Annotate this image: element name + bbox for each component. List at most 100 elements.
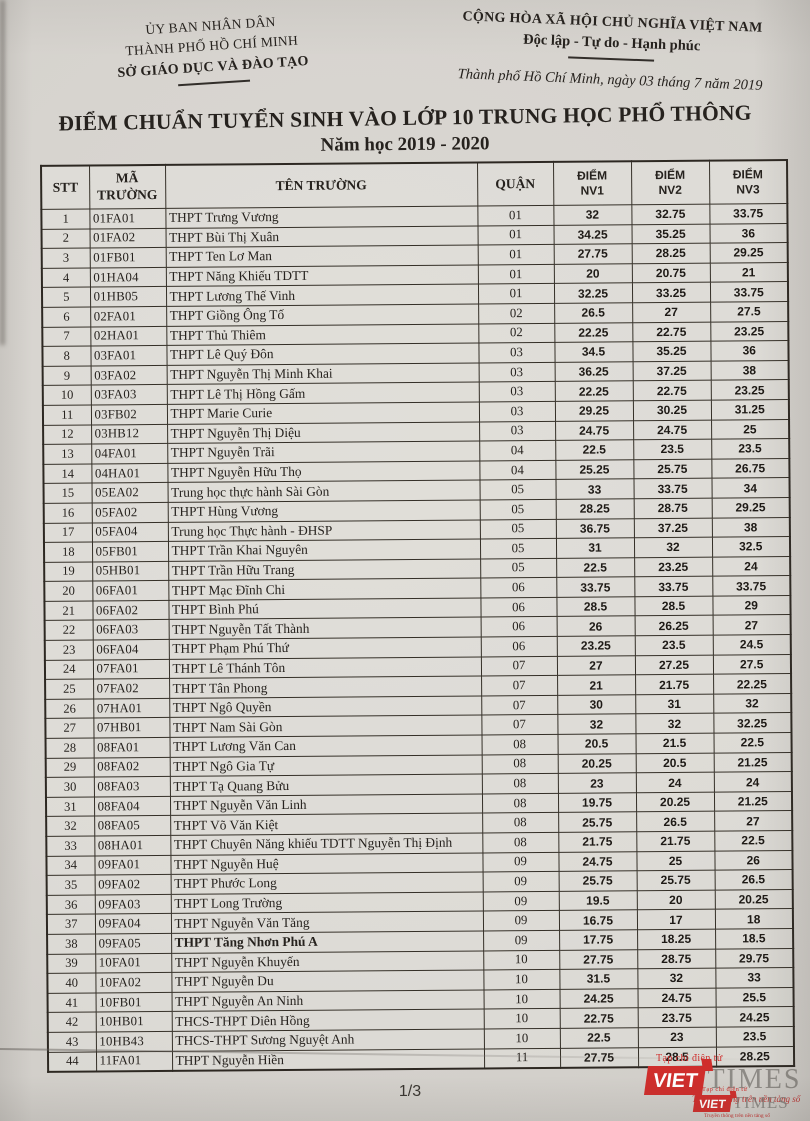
cell-school-code: 01FA02 (89, 228, 166, 249)
cell-school-name: Trung học thực hành Sài Gòn (167, 480, 480, 503)
cell-nv1-score: 16.75 (558, 910, 638, 931)
cell-nv3-score: 25 (711, 419, 790, 440)
cell-school-code: 01HA04 (89, 267, 166, 288)
header-district: QUẬN (477, 161, 554, 206)
cell-school-name: THPT Ngô Gia Tự (169, 754, 482, 777)
cell-district: 10 (483, 1008, 560, 1029)
cell-district: 10 (483, 949, 560, 971)
cell-nv3-score: 24.25 (715, 1006, 794, 1028)
header-row: STT MÃ TRƯỜNG TÊN TRƯỜNG QUẬN ĐIỂM NV1 Đ… (41, 160, 788, 210)
cell-district: 03 (478, 401, 556, 422)
cell-school-code: 05HB01 (92, 561, 169, 582)
cell-nv2-score: 35.25 (631, 223, 710, 244)
header-school-code: MÃ TRƯỜNG (89, 164, 166, 210)
cell-school-name: THPT Trần Khai Nguyên (167, 539, 481, 562)
cell-nv1-score: 20 (553, 263, 632, 284)
cell-nv2-score: 20.25 (635, 791, 715, 813)
cell-school-code: 04HA01 (91, 463, 168, 484)
cell-district: 07 (481, 714, 558, 735)
cell-nv3-score: 24 (713, 771, 792, 792)
cell-school-code: 10FA01 (95, 952, 172, 974)
cell-school-code: 06FA02 (92, 600, 169, 621)
cell-nv3-score: 38 (711, 517, 790, 538)
cell-nv3-score: 26.5 (714, 869, 793, 890)
cell-nv3-score: 34 (711, 477, 790, 499)
cell-school-code: 10HB01 (95, 1011, 172, 1032)
cell-school-code: 02FA01 (90, 306, 167, 327)
viettimes-logo-viet: VIET (643, 1065, 707, 1095)
cell-nv2-score: 20.75 (631, 262, 710, 284)
cell-nv1-score: 19.75 (557, 792, 637, 813)
cell-nv1-score: 33.75 (556, 577, 635, 598)
cell-nv3-score: 31.25 (710, 399, 790, 420)
cell-school-code: 05FB01 (91, 541, 169, 562)
cell-school-name: THPT Long Trường (170, 891, 483, 914)
viettimes-watermark-small: Tạp chí điện tử VIET TIMES Truyền thông … (692, 1086, 810, 1119)
cell-nv1-score: 22.25 (554, 322, 633, 343)
cell-nv1-score: 23 (557, 772, 636, 794)
cell-school-name: THPT Lê Quý Đôn (166, 343, 479, 366)
cell-school-name: THPT Nguyễn Hữu Thọ (167, 460, 480, 483)
cell-district: 05 (479, 499, 556, 520)
cell-school-name: THPT Nguyễn Tất Thành (168, 617, 481, 640)
cell-school-name: THPT Hùng Vương (167, 499, 480, 522)
cell-stt: 44 (47, 1051, 97, 1073)
cell-nv2-score: 32 (633, 537, 713, 558)
cell-school-name: THPT Võ Văn Kiệt (170, 813, 483, 836)
cell-school-name: THPT Giồng Ông Tố (166, 303, 479, 326)
cell-nv1-score: 30 (557, 694, 636, 715)
cell-school-name: THPT Trần Hữu Trang (168, 558, 481, 581)
cell-district: 10 (483, 989, 560, 1010)
cell-nv2-score: 20 (636, 889, 715, 911)
cell-school-code: 09FA01 (94, 855, 171, 876)
cell-nv2-score: 25.75 (636, 870, 715, 891)
cell-district: 03 (478, 342, 555, 363)
cell-nv3-score: 29.25 (711, 497, 790, 518)
cell-school-code: 07FA01 (92, 659, 170, 680)
cell-stt: 37 (46, 914, 96, 935)
cell-nv2-score: 28.25 (631, 243, 710, 264)
cell-nv3-score: 27.5 (710, 301, 789, 322)
cell-school-name: THPT Phạm Phú Thứ (168, 637, 481, 660)
cell-school-code: 08FA05 (94, 815, 171, 837)
cell-nv3-score: 21 (709, 262, 788, 283)
score-table-body: 1 01FA01 THPT Trưng Vương 01 32 32.75 33… (41, 203, 795, 1073)
cell-nv3-score: 33.75 (709, 281, 789, 303)
cell-nv3-score: 21.25 (713, 791, 793, 812)
cell-school-code: 04FA01 (91, 443, 168, 464)
cell-stt: 32 (46, 816, 95, 837)
cell-nv3-score: 36 (709, 223, 788, 244)
header-nv3-line1: ĐIỂM (732, 167, 763, 182)
cell-school-name: THPT Ngô Quyền (169, 695, 482, 718)
cell-district: 07 (481, 695, 558, 716)
cell-district: 10 (483, 1028, 560, 1049)
cell-stt: 4 (41, 267, 90, 288)
cell-district: 03 (479, 420, 556, 442)
cell-stt: 41 (47, 992, 96, 1013)
cell-stt: 35 (46, 875, 95, 896)
cell-nv2-score: 28.5 (634, 596, 713, 617)
cell-stt: 42 (47, 1012, 96, 1033)
header-school-name: TÊN TRƯỜNG (165, 162, 478, 209)
score-table-header: STT MÃ TRƯỜNG TÊN TRƯỜNG QUẬN ĐIỂM NV1 Đ… (41, 160, 788, 210)
cell-district: 08 (481, 773, 558, 794)
cell-district: 04 (479, 440, 556, 461)
cell-stt: 25 (45, 679, 94, 700)
cell-nv2-score: 23.75 (637, 1007, 716, 1028)
cell-nv2-score: 32.75 (631, 204, 710, 225)
cell-stt: 36 (46, 894, 95, 915)
cell-nv3-score: 20.25 (714, 889, 793, 910)
cell-district: 08 (482, 832, 559, 853)
cell-nv3-score: 22.25 (713, 673, 792, 694)
cell-school-name: THPT Tăng Nhơn Phú A (171, 930, 484, 953)
cell-school-code: 09FA04 (94, 913, 172, 934)
cell-stt: 28 (45, 738, 94, 759)
cell-nv3-score: 29 (712, 595, 791, 616)
cell-nv3-score: 24.5 (712, 634, 791, 655)
cell-stt: 11 (42, 404, 92, 425)
cell-nv2-score: 30.25 (632, 400, 712, 421)
cell-nv1-score: 23.25 (556, 635, 635, 657)
cell-nv2-score: 20.5 (635, 752, 714, 773)
cell-district: 08 (481, 753, 558, 775)
cell-nv2-score: 23.5 (633, 439, 712, 460)
